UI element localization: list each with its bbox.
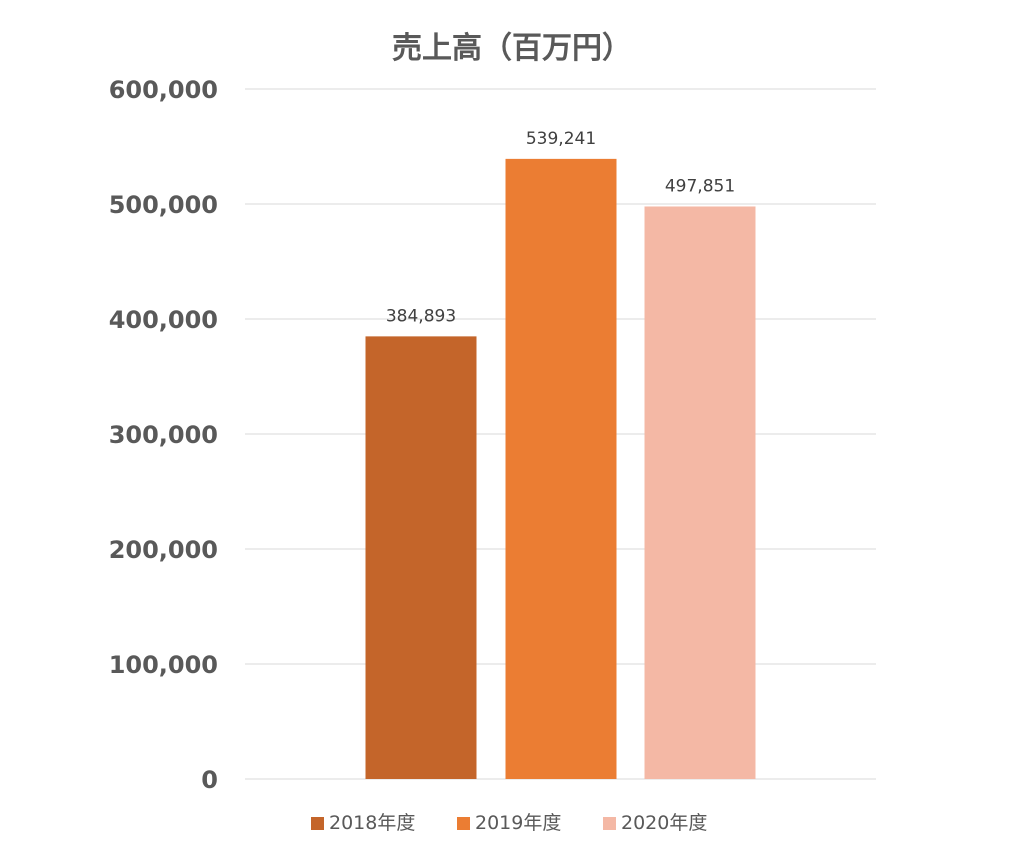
bar-2018年度 (365, 336, 477, 779)
chart-title: 売上高（百万円） (392, 31, 632, 66)
legend-item: 2018年度 (311, 812, 415, 834)
bars (365, 158, 756, 780)
legend-swatch (311, 817, 324, 830)
data-label: 497,851 (665, 176, 735, 196)
legend-label: 2020年度 (621, 812, 707, 834)
legend-swatch (603, 817, 616, 830)
y-axis-ticks: 0 100,000 200,000 300,000 400,000 500,000 600,… (109, 76, 218, 794)
bar-2020年度 (644, 206, 756, 780)
data-label: 384,893 (386, 306, 456, 326)
y-tick-label: 100,000 (109, 651, 218, 679)
y-tick-label: 300,000 (109, 421, 218, 449)
legend-item: 2020年度 (603, 812, 707, 834)
y-tick-label: 500,000 (109, 191, 218, 219)
legend-item: 2019年度 (457, 812, 561, 834)
y-tick-label: 400,000 (109, 306, 218, 334)
y-tick-label: 200,000 (109, 536, 218, 564)
data-label: 539,241 (526, 129, 596, 149)
data-labels: 384,893 539,241 497,851 (386, 129, 735, 327)
legend-swatch (457, 817, 470, 830)
y-tick-label: 0 (201, 766, 218, 794)
y-tick-label: 600,000 (109, 76, 218, 104)
legend-label: 2018年度 (329, 812, 415, 834)
bar-2019年度 (505, 158, 617, 779)
legend: 2018年度 2019年度 2020年度 (311, 812, 707, 834)
legend-label: 2019年度 (475, 812, 561, 834)
